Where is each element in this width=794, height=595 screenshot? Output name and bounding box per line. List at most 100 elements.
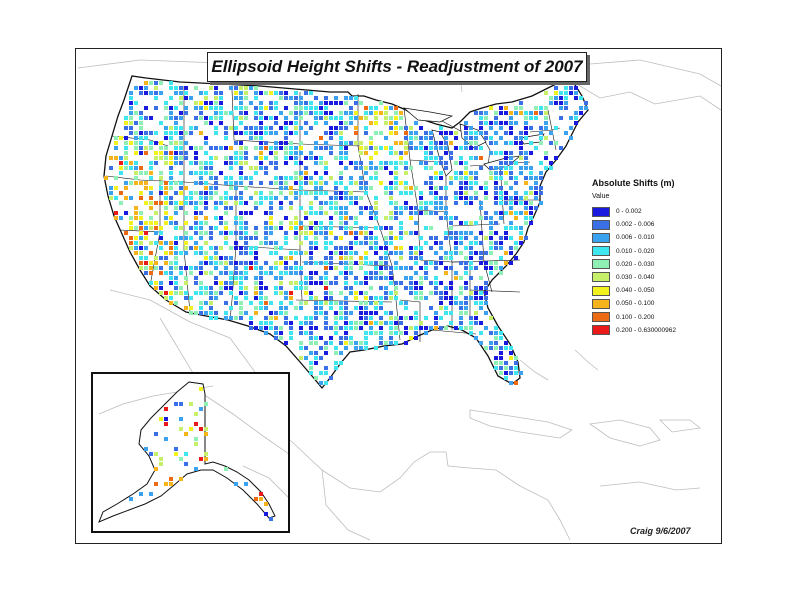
station-pixel <box>179 286 183 290</box>
station-pixel <box>154 482 158 486</box>
station-pixel <box>249 196 253 200</box>
station-pixel <box>204 261 208 265</box>
station-pixel <box>464 231 468 235</box>
station-pixel <box>224 226 228 230</box>
station-pixel <box>199 191 203 195</box>
station-pixel <box>269 201 273 205</box>
station-pixel <box>159 271 163 275</box>
station-pixel <box>519 141 523 145</box>
station-pixel <box>524 161 528 165</box>
station-pixel <box>484 326 488 330</box>
station-pixel <box>204 121 208 125</box>
station-pixel <box>259 126 263 130</box>
station-pixel <box>199 286 203 290</box>
station-pixel <box>479 241 483 245</box>
station-pixel <box>524 131 528 135</box>
station-pixel <box>294 216 298 220</box>
station-pixel <box>429 136 433 140</box>
station-pixel <box>349 341 353 345</box>
station-pixel <box>464 281 468 285</box>
station-pixel <box>364 321 368 325</box>
station-pixel <box>194 106 198 110</box>
station-pixel <box>414 316 418 320</box>
station-pixel <box>474 266 478 270</box>
station-pixel <box>324 161 328 165</box>
station-pixel <box>324 271 328 275</box>
station-pixel <box>534 186 538 190</box>
station-pixel <box>509 196 513 200</box>
station-pixel <box>219 91 223 95</box>
station-pixel <box>234 156 238 160</box>
station-pixel <box>439 216 443 220</box>
station-pixel <box>439 156 443 160</box>
station-pixel <box>114 186 118 190</box>
station-pixel <box>324 366 328 370</box>
station-pixel <box>414 246 418 250</box>
station-pixel <box>519 371 523 375</box>
station-pixel <box>384 276 388 280</box>
station-pixel <box>189 96 193 100</box>
station-pixel <box>209 186 213 190</box>
station-pixel <box>174 447 178 451</box>
station-pixel <box>404 301 408 305</box>
station-pixel <box>329 306 333 310</box>
station-pixel <box>189 236 193 240</box>
station-pixel <box>524 151 528 155</box>
station-pixel <box>324 96 328 100</box>
station-pixel <box>544 156 548 160</box>
station-pixel <box>294 106 298 110</box>
station-pixel <box>299 161 303 165</box>
station-pixel <box>429 131 433 135</box>
station-pixel <box>349 116 353 120</box>
station-pixel <box>454 146 458 150</box>
station-pixel <box>164 241 168 245</box>
station-pixel <box>279 326 283 330</box>
station-pixel <box>439 161 443 165</box>
station-pixel <box>344 226 348 230</box>
station-pixel <box>134 226 138 230</box>
station-pixel <box>399 256 403 260</box>
station-pixel <box>419 141 423 145</box>
station-pixel <box>259 91 263 95</box>
station-pixel <box>509 251 513 255</box>
station-pixel <box>499 176 503 180</box>
station-pixel <box>179 457 183 461</box>
station-pixel <box>469 251 473 255</box>
station-pixel <box>219 111 223 115</box>
station-pixel <box>409 191 413 195</box>
station-pixel <box>374 346 378 350</box>
station-pixel <box>439 186 443 190</box>
station-pixel <box>309 361 313 365</box>
station-pixel <box>384 146 388 150</box>
station-pixel <box>464 246 468 250</box>
station-pixel <box>464 256 468 260</box>
station-pixel <box>129 126 133 130</box>
legend-swatch <box>592 325 610 336</box>
station-pixel <box>214 311 218 315</box>
station-pixel <box>574 86 578 90</box>
station-pixel <box>214 316 218 320</box>
station-pixel <box>509 151 513 155</box>
station-pixel <box>169 276 173 280</box>
station-pixel <box>419 246 423 250</box>
station-pixel <box>354 181 358 185</box>
station-pixel <box>374 111 378 115</box>
station-pixel <box>469 241 473 245</box>
station-pixel <box>129 246 133 250</box>
station-pixel <box>224 176 228 180</box>
station-pixel <box>209 316 213 320</box>
station-pixel <box>369 296 373 300</box>
station-pixel <box>229 261 233 265</box>
station-pixel <box>304 321 308 325</box>
station-pixel <box>214 186 218 190</box>
station-pixel <box>409 126 413 130</box>
station-pixel <box>419 146 423 150</box>
station-pixel <box>439 246 443 250</box>
station-pixel <box>319 221 323 225</box>
station-pixel <box>294 196 298 200</box>
station-pixel <box>474 141 478 145</box>
station-pixel <box>494 341 498 345</box>
station-pixel <box>169 266 173 270</box>
station-pixel <box>354 326 358 330</box>
station-pixel <box>169 281 173 285</box>
